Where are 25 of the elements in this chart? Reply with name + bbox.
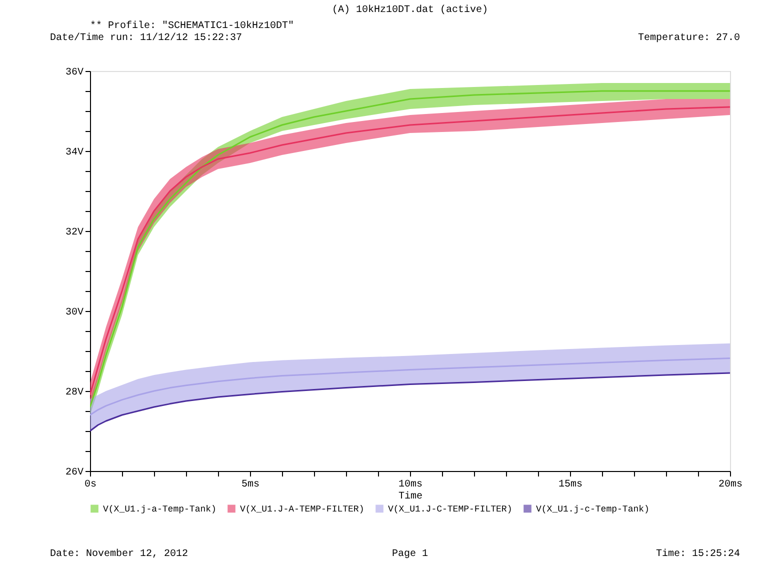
text: ** Profile: "SCHEMATIC1-10kHz10DT" xyxy=(90,20,294,32)
text: Time: 15:25:24 xyxy=(656,548,740,560)
y-tick-label: 30V xyxy=(65,308,84,318)
y-tick-label: 26V xyxy=(65,468,84,478)
y-tick-label: 34V xyxy=(65,148,84,158)
text: Temperature: 27.0 xyxy=(638,33,740,44)
x-tick-label: 15ms xyxy=(558,480,583,490)
text: Page 1 xyxy=(392,549,428,560)
text: Date/Time run: 11/12/12 15:22:37 xyxy=(50,32,242,44)
legend-label: V(X_U1.j-c-Temp-Tank) xyxy=(536,504,650,515)
x-tick-label: 0s xyxy=(84,480,97,490)
legend-label: V(X_U1.J-A-TEMP-FILTER) xyxy=(240,504,364,515)
x-axis-title: Time xyxy=(398,490,423,502)
line-series xyxy=(90,357,730,416)
line-series xyxy=(90,372,730,432)
x-tick-label: 10ms xyxy=(398,480,423,490)
chart-title: (A) 10kHz10DT.dat (active) xyxy=(332,4,488,16)
y-tick-label: 32V xyxy=(65,228,84,238)
legend-label: V(X_U1.j-a-Temp-Tank) xyxy=(103,504,216,515)
y-tick-label: 28V xyxy=(65,388,84,398)
text: Date: November 12, 2012 xyxy=(50,548,188,560)
x-tick-label: 5ms xyxy=(241,480,260,490)
x-tick-label: 20ms xyxy=(718,480,743,490)
y-tick-label: 36V xyxy=(65,68,84,78)
legend-label: V(X_U1.J-C-TEMP-FILTER) xyxy=(388,504,512,515)
